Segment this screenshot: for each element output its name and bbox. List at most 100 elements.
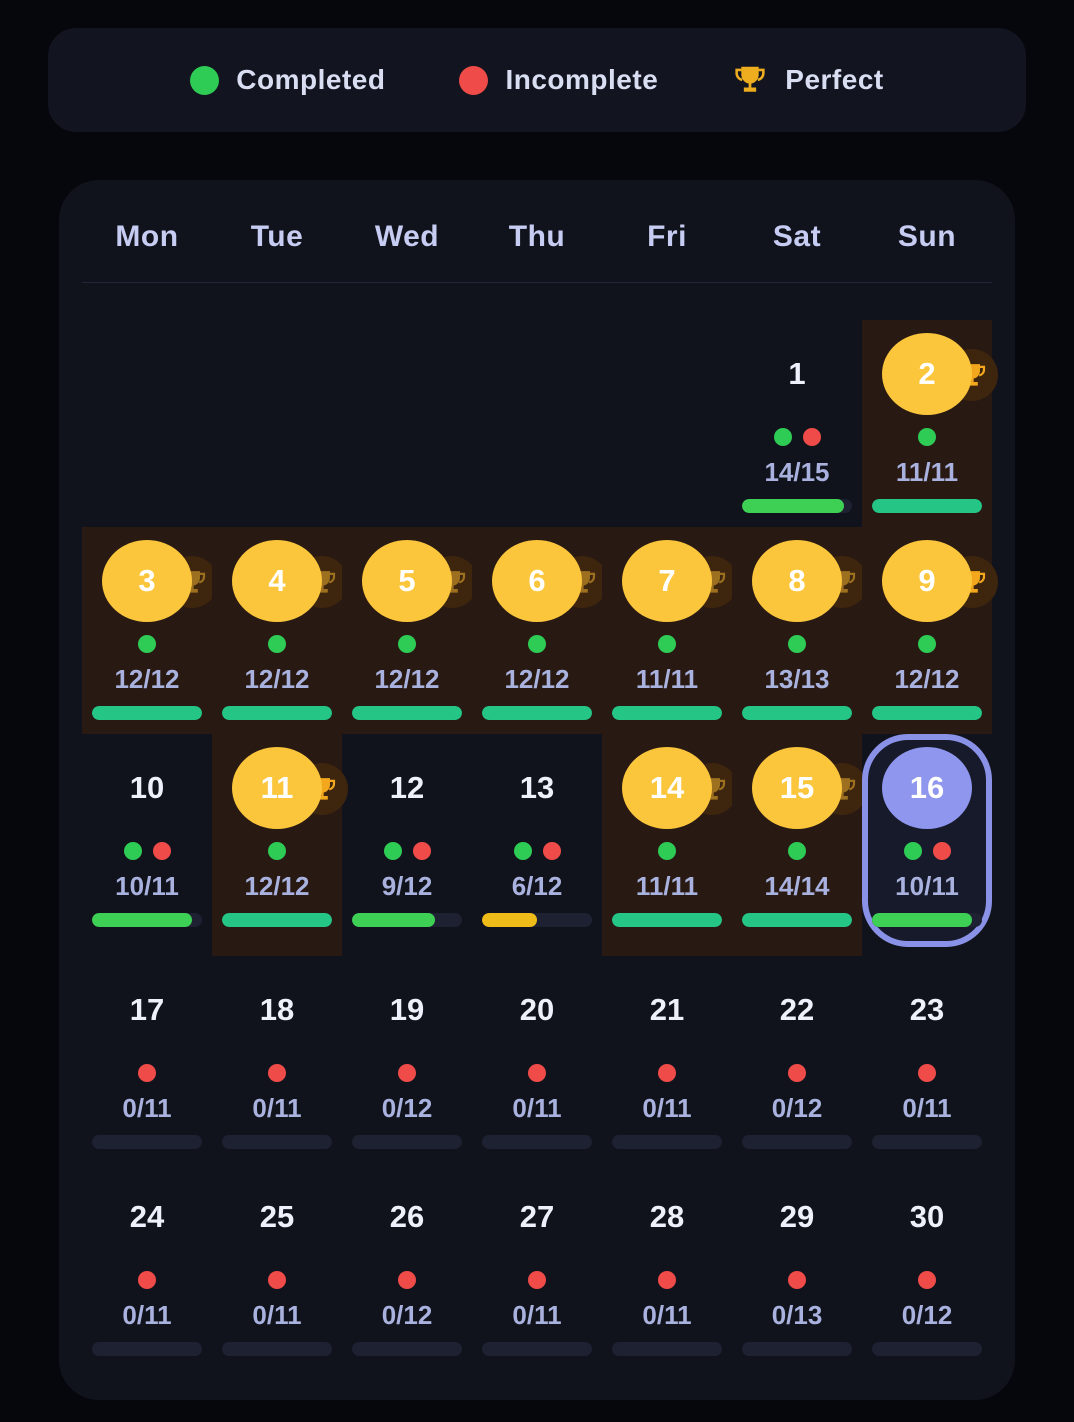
day-cell-16[interactable]: 16 10/11 <box>862 734 992 956</box>
weekday-header-fri: Fri <box>647 220 687 253</box>
empty-cell <box>82 320 212 527</box>
day-cell-14[interactable]: 14 11/11 <box>602 734 738 956</box>
habit-count: 0/11 <box>902 1093 952 1123</box>
status-dots <box>212 635 342 653</box>
habit-count: 11/11 <box>895 457 959 487</box>
completed-dot <box>773 428 792 446</box>
completed-dot <box>903 842 922 860</box>
incomplete-dot <box>658 1064 676 1082</box>
day-cell-6[interactable]: 6 12/12 <box>472 527 608 734</box>
day-cell-27[interactable]: 27 0/11 <box>472 1163 602 1370</box>
day-cell-26[interactable]: 26 0/12 <box>342 1163 472 1370</box>
completed-dot <box>138 635 156 653</box>
habit-count: 12/12 <box>374 664 440 694</box>
day-cell-3[interactable]: 3 12/12 <box>82 527 218 734</box>
legend-marker-dot <box>190 65 220 95</box>
day-cell-1[interactable]: 1 14/15 <box>732 320 862 527</box>
day-number-zone: 19 <box>342 956 472 1064</box>
progress-fill <box>92 913 193 927</box>
day-circle: 9 <box>882 540 972 622</box>
completed-dot <box>528 635 546 653</box>
day-number-zone: 1 <box>732 320 862 428</box>
habit-count: 9/12 <box>381 871 433 901</box>
day-circle: 14 <box>622 747 712 829</box>
day-number-zone: 15 <box>732 734 862 842</box>
habit-count: 11/11 <box>635 664 699 694</box>
progress-bar <box>352 1135 462 1149</box>
habit-count: 0/11 <box>642 1093 692 1123</box>
progress-fill <box>352 706 462 720</box>
incomplete-dot <box>932 842 951 860</box>
day-circle: 2 <box>882 333 972 415</box>
status-dots <box>732 428 862 446</box>
day-number-zone: 3 <box>82 527 212 635</box>
day-cell-4[interactable]: 4 12/12 <box>212 527 348 734</box>
status-dots <box>212 1064 342 1082</box>
completed-dot <box>268 842 286 860</box>
day-cell-29[interactable]: 29 0/13 <box>732 1163 862 1370</box>
day-circle: 5 <box>362 540 452 622</box>
day-cell-25[interactable]: 25 0/11 <box>212 1163 342 1370</box>
day-number: 17 <box>129 992 165 1027</box>
status-dots <box>862 1064 992 1082</box>
progress-bar <box>222 706 332 720</box>
habit-count: 0/12 <box>771 1093 823 1123</box>
day-number-zone: 12 <box>342 734 472 842</box>
weekday-header-sat: Sat <box>772 220 822 253</box>
empty-cell <box>472 320 602 527</box>
day-cell-23[interactable]: 23 0/11 <box>862 956 992 1163</box>
day-number-zone: 22 <box>732 956 862 1064</box>
day-cell-10[interactable]: 10 10/11 <box>82 734 212 956</box>
day-cell-8[interactable]: 8 13/13 <box>732 527 868 734</box>
legend-item: Perfect <box>732 62 883 98</box>
day-cell-18[interactable]: 18 0/11 <box>212 956 342 1163</box>
day-number: 28 <box>649 1199 685 1234</box>
day-number-zone: 10 <box>82 734 212 842</box>
day-number-zone: 29 <box>732 1163 862 1271</box>
progress-bar <box>482 706 592 720</box>
day-number-zone: 13 <box>472 734 602 842</box>
day-cell-13[interactable]: 13 6/12 <box>472 734 602 956</box>
day-cell-24[interactable]: 24 0/11 <box>82 1163 212 1370</box>
day-cell-5[interactable]: 5 12/12 <box>342 527 478 734</box>
progress-bar <box>872 706 982 720</box>
day-number: 13 <box>519 770 555 805</box>
day-cell-21[interactable]: 21 0/11 <box>602 956 732 1163</box>
day-cell-20[interactable]: 20 0/11 <box>472 956 602 1163</box>
day-number: 27 <box>519 1199 555 1234</box>
completed-dot <box>918 635 936 653</box>
day-number: 19 <box>389 992 425 1027</box>
day-number-zone: 21 <box>602 956 732 1064</box>
day-cell-15[interactable]: 15 14/14 <box>732 734 868 956</box>
status-dots <box>342 1064 472 1082</box>
incomplete-dot <box>542 842 561 860</box>
day-number: 24 <box>129 1199 165 1234</box>
legend-item: Incomplete <box>459 64 658 96</box>
completed-dot <box>398 635 416 653</box>
day-cell-28[interactable]: 28 0/11 <box>602 1163 732 1370</box>
legend-item: Completed <box>190 64 385 96</box>
day-cell-12[interactable]: 12 9/12 <box>342 734 472 956</box>
progress-bar <box>872 1135 982 1149</box>
day-number-zone: 6 <box>472 527 602 635</box>
progress-fill <box>352 913 435 927</box>
status-dots <box>82 1064 212 1082</box>
day-number-zone: 23 <box>862 956 992 1064</box>
day-cell-7[interactable]: 7 11/11 <box>602 527 738 734</box>
progress-fill <box>742 913 852 927</box>
day-cell-2[interactable]: 2 11/11 <box>862 320 998 527</box>
status-dots <box>342 635 472 653</box>
day-cell-19[interactable]: 19 0/12 <box>342 956 472 1163</box>
day-cell-9[interactable]: 9 12/12 <box>862 527 998 734</box>
incomplete-dot <box>398 1064 416 1082</box>
status-dots <box>602 1064 732 1082</box>
day-cell-11[interactable]: 11 12/12 <box>212 734 348 956</box>
progress-fill <box>872 499 982 513</box>
progress-bar <box>92 706 202 720</box>
day-cell-30[interactable]: 30 0/12 <box>862 1163 992 1370</box>
day-number: 21 <box>649 992 685 1027</box>
day-cell-17[interactable]: 17 0/11 <box>82 956 212 1163</box>
empty-cell <box>212 320 342 527</box>
status-dots <box>472 842 602 860</box>
day-cell-22[interactable]: 22 0/12 <box>732 956 862 1163</box>
